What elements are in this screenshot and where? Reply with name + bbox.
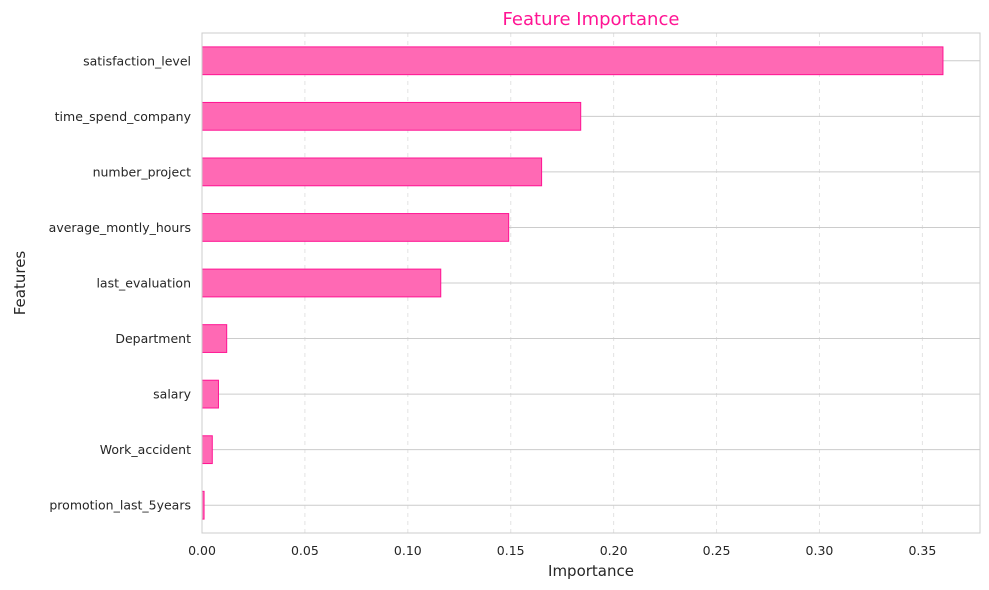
y-axis-title: Features	[11, 251, 29, 316]
x-tick-label: 0.25	[703, 543, 731, 558]
bar-satisfaction_level	[201, 46, 944, 76]
x-tick-labels: 0.00 0.05 0.10 0.15 0.20 0.25 0.30 0.35	[188, 543, 936, 558]
x-axis-title: Importance	[548, 562, 634, 580]
y-tick-label: Work_accident	[100, 442, 191, 457]
y-tick-label: satisfaction_level	[83, 53, 191, 68]
bar-time_spend_company	[201, 101, 582, 131]
bar-number_project	[201, 157, 543, 187]
y-tick-label: average_montly_hours	[49, 220, 191, 235]
bar-Work_accident	[201, 435, 213, 465]
x-tick-label: 0.05	[291, 543, 319, 558]
x-tick-label: 0.10	[394, 543, 422, 558]
y-tick-label: Department	[115, 331, 191, 346]
y-tick-label: last_evaluation	[96, 276, 191, 291]
x-tick-label: 0.30	[806, 543, 834, 558]
bar-average_montly_hours	[201, 213, 510, 242]
bar-Department	[201, 324, 228, 353]
y-tick-label: promotion_last_5years	[49, 498, 191, 513]
x-tick-label: 0.35	[908, 543, 936, 558]
x-tick-label: 0.00	[188, 543, 216, 558]
plot-frame	[201, 32, 981, 534]
x-tick-label: 0.15	[497, 543, 525, 558]
bar-last_evaluation	[201, 268, 442, 298]
x-tick-label: 0.20	[600, 543, 628, 558]
chart-title: Feature Importance	[503, 9, 680, 30]
y-tick-labels: satisfaction_level time_spend_companynumb…	[49, 53, 192, 512]
y-tick-label: number_project	[93, 164, 192, 179]
bar-salary	[201, 379, 219, 409]
y-tick-label: time_spend_company	[55, 109, 192, 124]
bars-layer	[201, 46, 944, 520]
y-tick-label: salary	[153, 387, 191, 402]
